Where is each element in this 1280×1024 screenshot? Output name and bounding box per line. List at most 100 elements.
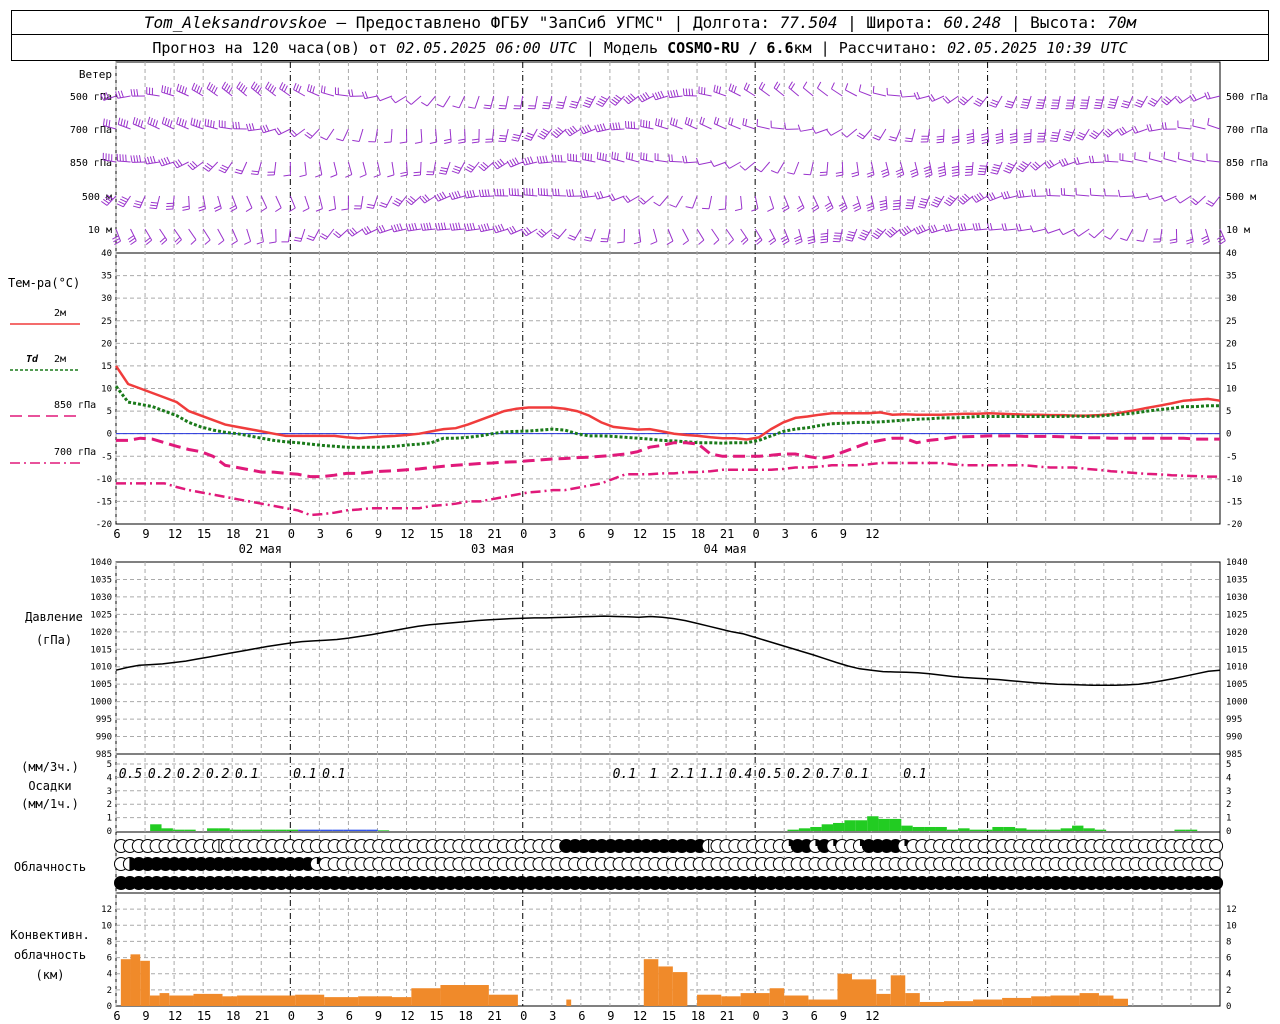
wind-barb-staff: [974, 228, 988, 231]
wind-barb-staff: [769, 195, 775, 209]
wind-barb-flag: [1023, 138, 1031, 141]
wind-barb-staff: [1062, 161, 1075, 167]
wind-barb: [622, 195, 640, 203]
wind-barb-flag: [730, 118, 734, 126]
wind-barb: [1004, 95, 1018, 109]
wind-barb-flag: [862, 229, 870, 234]
wind-barb-flag: [174, 236, 181, 243]
wind-barb-flag: [945, 96, 951, 103]
wind-barb-flag: [734, 208, 743, 212]
wind-barb: [1075, 128, 1090, 141]
header-forecast-bar: Прогноз на 120 часа(ов) от 02.05.2025 06…: [11, 34, 1269, 61]
latitude-label: Широта:: [866, 13, 934, 32]
wind-barb: [508, 188, 523, 197]
wind-barb: [951, 161, 960, 177]
wind-barb-flag: [409, 196, 416, 202]
wind-barb-flag: [1010, 141, 1018, 144]
wind-barb-staff: [1159, 228, 1163, 242]
wind-barb-staff: [615, 95, 625, 106]
wind-barb: [405, 195, 422, 206]
wind-barb: [390, 95, 407, 104]
wind-barb-staff: [318, 195, 323, 209]
wind-barb-staff: [1134, 128, 1148, 134]
wind-barb-flag: [919, 200, 927, 204]
wind-barb-staff: [758, 87, 770, 97]
precip-bar: [878, 818, 890, 831]
wind-barb: [234, 161, 248, 175]
temp-tick-label-right: 40: [1226, 249, 1237, 259]
wind-barb: [609, 94, 625, 106]
wind-barb-flag: [901, 228, 907, 235]
wind-barb: [564, 125, 582, 137]
wind-barb-staff: [279, 88, 291, 97]
wind-barb-flag: [1058, 159, 1063, 167]
wind-barb-staff: [1219, 228, 1226, 242]
wind-barb-flag: [231, 240, 238, 246]
wind-barb: [1201, 228, 1210, 245]
wind-barb-staff: [725, 195, 727, 210]
precip-bar: [1003, 826, 1016, 831]
wind-barb-staff: [1166, 95, 1177, 106]
wind-barb-flag: [166, 86, 169, 94]
wind-barb-staff: [103, 125, 117, 130]
wind-barb: [594, 191, 611, 200]
wind-barb: [274, 127, 291, 136]
wind-barb-flag: [978, 170, 986, 173]
wind-level-label-right: 850 гПа: [1226, 158, 1268, 169]
wind-barb-flag: [975, 223, 978, 231]
precip-bar: [161, 828, 173, 831]
wind-barb-flag: [622, 196, 629, 203]
precip-bar: [901, 825, 913, 831]
wind-barb-staff: [424, 195, 436, 204]
wind-barb-flag: [887, 230, 893, 236]
temp-tick-label: 10: [101, 385, 112, 395]
wind-barb-flag: [429, 141, 437, 145]
wind-barb: [652, 90, 669, 101]
wind-barb-staff: [458, 161, 466, 174]
wind-barb-flag: [976, 193, 982, 200]
wind-barb-flag: [472, 189, 476, 197]
wind-barb-flag: [163, 86, 166, 94]
wind-barb-staff: [248, 128, 262, 132]
wind-barb: [1192, 152, 1206, 163]
wind-barb-flag: [854, 207, 861, 212]
precip-tick-label-right: 5: [1226, 760, 1231, 770]
wind-barb-flag: [995, 138, 1003, 142]
wind-barb: [1065, 95, 1076, 110]
conv-bar: [120, 959, 131, 1006]
wind-barb-staff: [287, 228, 291, 242]
wind-barb-flag: [492, 226, 497, 234]
wind-barb-flag: [1165, 96, 1172, 102]
wind-barb-flag: [443, 138, 452, 142]
wind-barb-flag: [114, 240, 121, 245]
wind-barb: [1206, 153, 1221, 163]
wind-barb-staff: [390, 128, 393, 143]
wind-barb-flag: [1121, 103, 1130, 106]
wind-barb-flag: [130, 89, 133, 97]
wind-barb-staff: [310, 128, 320, 139]
precip-bar: [935, 826, 947, 831]
wind-barb-flag: [361, 228, 367, 235]
wind-barb-flag: [888, 138, 896, 142]
wind-barb-flag: [933, 224, 938, 232]
hour-label: 9: [840, 1009, 847, 1023]
hour-label: 3: [317, 1009, 324, 1023]
wind-barb-flag: [560, 154, 563, 162]
wind-barb-flag: [347, 230, 353, 237]
wind-barb: [244, 228, 252, 245]
wind-barb-flag: [438, 172, 446, 175]
wind-barb: [1117, 189, 1133, 198]
wind-barb: [684, 116, 698, 130]
precip-bar: [377, 830, 390, 831]
wind-barb: [1160, 195, 1177, 202]
wind-barb-flag: [1037, 99, 1045, 101]
wind-barb-flag: [498, 137, 507, 140]
wind-barb: [1136, 228, 1148, 242]
wind-barb-flag: [615, 94, 622, 100]
wind-barb-staff: [464, 128, 466, 143]
wind-barb-staff: [800, 128, 814, 132]
precip-bar: [286, 829, 299, 831]
wind-barb-flag: [967, 141, 975, 144]
wind-barb-flag: [448, 192, 453, 200]
wind-barb: [930, 195, 945, 208]
